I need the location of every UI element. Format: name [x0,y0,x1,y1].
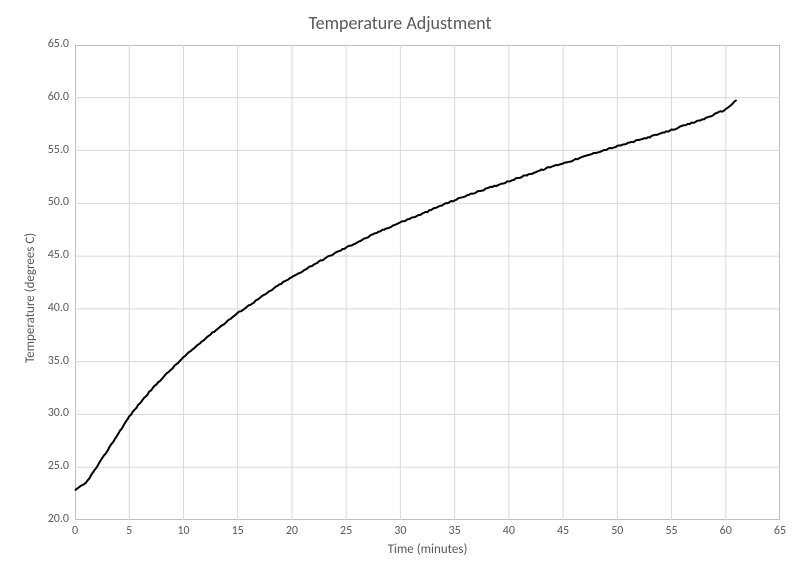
y-tick-label: 20.0 [35,512,69,526]
x-tick-label: 30 [385,524,415,538]
y-tick-label: 55.0 [35,143,69,157]
x-tick-label: 25 [331,524,361,538]
x-tick-label: 20 [277,524,307,538]
chart-title: Temperature Adjustment [0,12,800,34]
y-tick-label: 50.0 [35,195,69,209]
x-tick-label: 55 [657,524,687,538]
series-line-temperature [75,100,737,490]
x-tick-label: 0 [60,524,90,538]
chart-container: Temperature Adjustment Temperature (degr… [0,0,800,563]
gridlines [75,45,780,520]
x-tick-label: 45 [548,524,578,538]
x-tick-label: 65 [765,524,795,538]
x-axis-title: Time (minutes) [75,542,780,557]
x-tick-label: 10 [168,524,198,538]
x-tick-label: 50 [602,524,632,538]
y-tick-label: 25.0 [35,459,69,473]
y-tick-label: 40.0 [35,301,69,315]
y-tick-label: 30.0 [35,406,69,420]
y-tick-label: 45.0 [35,248,69,262]
x-tick-label: 60 [711,524,741,538]
x-tick-label: 15 [223,524,253,538]
x-tick-label: 5 [114,524,144,538]
chart-plot [75,45,780,520]
y-tick-label: 60.0 [35,90,69,104]
y-tick-label: 35.0 [35,354,69,368]
x-tick-label: 40 [494,524,524,538]
y-tick-label: 65.0 [35,37,69,51]
x-tick-label: 35 [440,524,470,538]
